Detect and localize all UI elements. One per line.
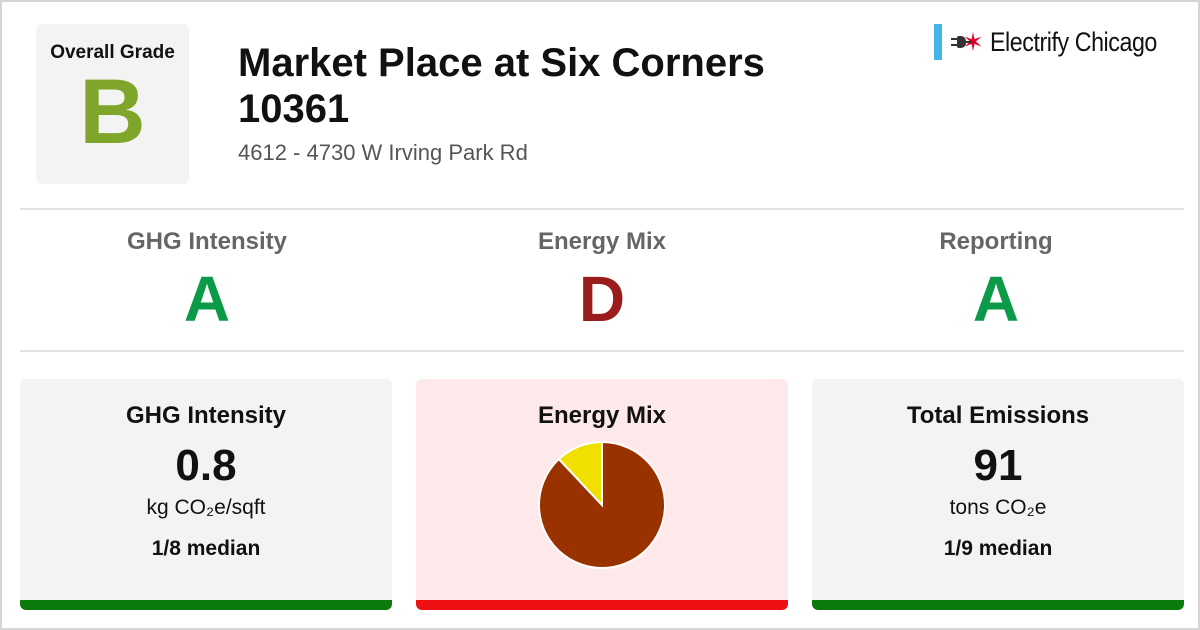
subgrade-ghg: GHG Intensity A [10,228,404,334]
card-title: Total Emissions [906,402,1090,429]
pie-slice-2 [557,440,603,508]
building-address: 4612 - 4730 W Irving Park Rd [238,140,528,165]
overall-grade-box: Overall Grade B [36,24,189,184]
card-value: 91 [973,441,1023,490]
card-unit: tons CO₂e [949,496,1047,519]
card-status-bar [812,600,1184,610]
card-unit: kg CO₂e/sqft [146,496,266,519]
overall-grade-letter: B [79,61,146,163]
plug-icon [950,35,973,49]
subgrade-label: GHG Intensity [126,228,288,255]
card-status-bar [20,600,392,610]
card-energy-mix: Energy Mix [416,379,788,610]
chicago-flag-icon [934,24,943,60]
brand-name: Electrify Chicago [989,26,1157,57]
divider-middle [20,350,1184,352]
card-ghg-intensity: GHG Intensity 0.8 kg CO₂e/sqft 1/8 media… [20,379,392,610]
card-title: Energy Mix [537,402,667,429]
subgrade-label: Reporting [939,228,1053,255]
card-status-bar [416,600,788,610]
overall-grade-label: Overall Grade [50,42,175,63]
subgrade-letter: A [972,263,1020,335]
divider-top [20,208,1184,210]
subgrade-energy-mix: Energy Mix D [405,228,799,334]
subgrade-letter: D [578,263,626,335]
energy-mix-pie-chart [538,440,666,569]
subgrade-letter: A [183,263,231,335]
card-value: 0.8 [175,441,237,490]
card-median: 1/9 median [943,537,1053,560]
card-title: GHG Intensity [125,402,287,429]
star-icon: ✶ [962,27,984,57]
brand-logo: ✶ Electrify Chicago [934,24,1184,60]
card-median: 1/8 median [151,537,261,560]
building-title: Market Place at Six Corners 10361 [238,41,765,131]
card-total-emissions: Total Emissions 91 tons CO₂e 1/9 median [812,379,1184,610]
subgrade-label: Energy Mix [537,228,667,255]
subgrade-reporting: Reporting A [799,228,1193,334]
